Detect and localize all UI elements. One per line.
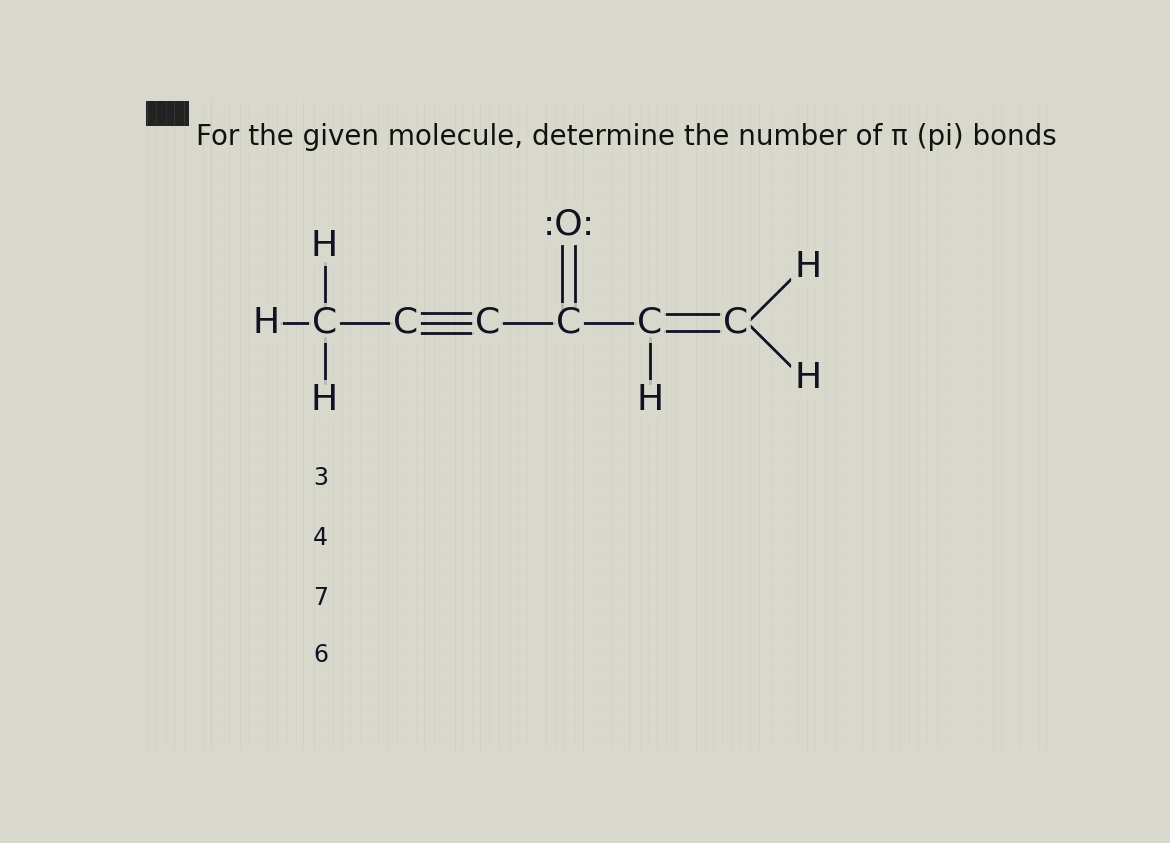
Text: :O:: :O: [543,207,594,241]
Text: C: C [475,306,500,340]
Text: C: C [393,306,419,340]
Text: 4: 4 [314,526,328,550]
Bar [146,101,188,126]
Text: H: H [636,383,663,416]
Text: H: H [794,362,821,395]
Text: 7: 7 [314,586,328,609]
Text: H: H [311,383,338,416]
Text: H: H [253,306,280,340]
Text: C: C [312,306,337,340]
Text: For the given molecule, determine the number of π (pi) bonds: For the given molecule, determine the nu… [197,123,1058,151]
Text: C: C [556,306,581,340]
Text: C: C [723,306,748,340]
Text: C: C [638,306,662,340]
Text: 6: 6 [314,643,328,668]
Text: H: H [311,229,338,263]
Text: H: H [794,250,821,284]
Text: 3: 3 [314,465,328,490]
